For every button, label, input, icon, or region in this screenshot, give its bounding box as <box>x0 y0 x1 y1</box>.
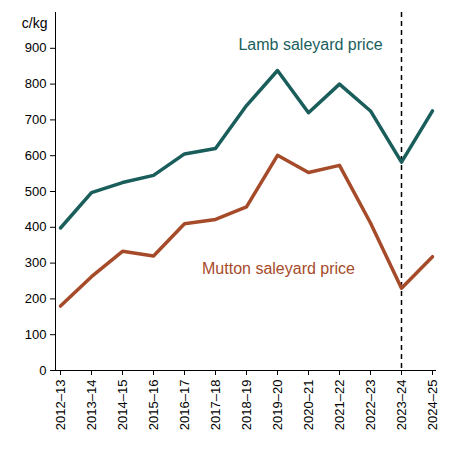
svg-text:900: 900 <box>25 40 47 55</box>
svg-text:2015–16: 2015–16 <box>146 380 161 431</box>
svg-text:c/kg: c/kg <box>22 15 48 31</box>
svg-text:2023–24: 2023–24 <box>394 380 409 431</box>
svg-text:2018–19: 2018–19 <box>239 380 254 431</box>
svg-text:500: 500 <box>25 184 47 199</box>
svg-text:2016–17: 2016–17 <box>177 380 192 431</box>
svg-text:2014–15: 2014–15 <box>115 380 130 431</box>
svg-text:2012–13: 2012–13 <box>53 380 68 431</box>
svg-text:700: 700 <box>25 112 47 127</box>
svg-text:400: 400 <box>25 219 47 234</box>
svg-text:200: 200 <box>25 291 47 306</box>
svg-text:0: 0 <box>39 363 46 378</box>
svg-text:2019–20: 2019–20 <box>270 380 285 431</box>
svg-text:2022–23: 2022–23 <box>363 380 378 431</box>
svg-text:Mutton saleyard price: Mutton saleyard price <box>202 260 355 277</box>
svg-text:2020–21: 2020–21 <box>301 380 316 431</box>
svg-text:300: 300 <box>25 255 47 270</box>
svg-text:Lamb saleyard price: Lamb saleyard price <box>238 36 382 53</box>
svg-text:2024–25: 2024–25 <box>425 380 440 431</box>
svg-text:2017–18: 2017–18 <box>208 380 223 431</box>
svg-text:600: 600 <box>25 148 47 163</box>
svg-text:800: 800 <box>25 76 47 91</box>
svg-text:100: 100 <box>25 327 47 342</box>
svg-text:2021–22: 2021–22 <box>332 380 347 431</box>
svg-text:2013–14: 2013–14 <box>84 380 99 431</box>
